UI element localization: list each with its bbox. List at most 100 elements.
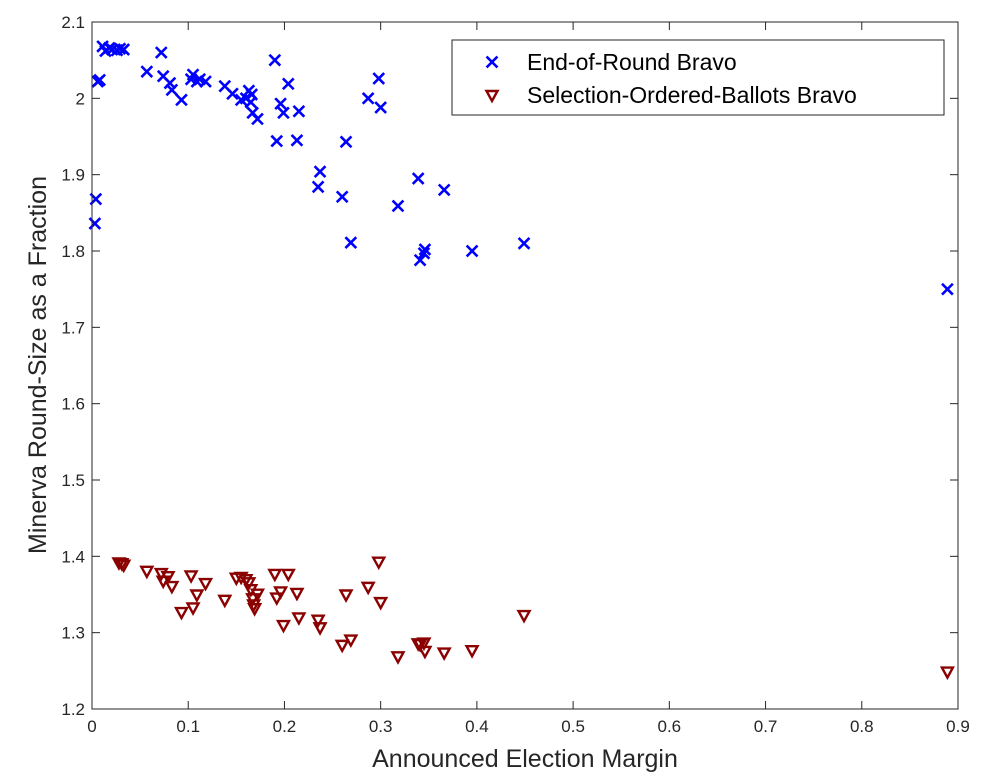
x-marker-point	[268, 53, 282, 67]
x-tick-label: 0.2	[273, 717, 297, 736]
x-marker-point	[290, 133, 304, 147]
y-tick-label: 1.8	[61, 242, 85, 261]
triangle-marker-point	[334, 639, 350, 654]
series-end-of-round-bravo	[88, 40, 954, 296]
x-marker-point	[465, 244, 479, 258]
x-marker-point	[418, 243, 432, 256]
x-marker-point	[411, 172, 425, 185]
triangle-marker-point	[173, 606, 190, 621]
legend: End-of-Round Bravo Selection-Ordered-Bal…	[451, 39, 945, 116]
x-marker-point	[281, 77, 295, 91]
y-axis-ticks: 1.2 1.3 1.4 1.5 1.6 1.7 1.8 1.9 2 2.1	[61, 13, 958, 719]
legend-triangle-marker	[484, 89, 500, 104]
x-tick-label: 0.6	[658, 717, 682, 736]
triangle-marker-point	[198, 577, 214, 592]
x-marker-point	[344, 236, 358, 249]
triangle-marker-point	[464, 645, 480, 659]
x-marker-point	[270, 134, 284, 148]
x-marker-point	[277, 106, 290, 120]
x-marker-point	[413, 253, 427, 267]
y-tick-label: 1.7	[61, 318, 85, 337]
triangle-marker-point	[516, 609, 532, 624]
triangle-marker-point	[416, 637, 432, 652]
triangle-marker-point	[312, 622, 328, 636]
series-selection-ordered-ballots-bravo	[111, 556, 955, 681]
y-tick-label: 1.4	[61, 547, 85, 566]
triangle-marker-point	[269, 592, 285, 607]
x-marker-point	[339, 135, 353, 149]
triangle-marker-point	[371, 556, 387, 571]
x-marker-point	[372, 72, 386, 85]
triangle-marker-point	[241, 577, 257, 591]
x-marker-point	[292, 104, 306, 118]
triangle-marker-point	[249, 588, 266, 603]
triangle-marker-point	[139, 565, 155, 580]
triangle-marker-point	[185, 602, 201, 616]
x-marker-point	[251, 112, 264, 126]
x-tick-label: 0.9	[946, 717, 970, 736]
x-axis-ticks: 0 0.1 0.2 0.3 0.4 0.5 0.6 0.7 0.8 0.9	[87, 22, 970, 736]
x-marker-point	[193, 72, 207, 86]
x-marker-point	[165, 83, 179, 97]
x-tick-label: 0.7	[754, 717, 778, 736]
x-tick-label: 0.3	[369, 717, 393, 736]
x-marker-point	[154, 46, 168, 59]
triangle-marker-point	[343, 634, 359, 649]
triangle-marker-point	[189, 589, 205, 603]
x-marker-point	[361, 91, 375, 105]
triangle-marker-point	[390, 651, 406, 665]
y-tick-label: 2.1	[61, 13, 85, 32]
x-tick-label: 0	[87, 717, 96, 736]
x-marker-point	[437, 183, 451, 197]
x-marker-point	[335, 190, 349, 204]
x-marker-point	[391, 199, 405, 213]
x-marker-point	[175, 93, 188, 107]
triangle-marker-point	[160, 570, 176, 585]
x-axis-label: Announced Election Margin	[372, 745, 678, 773]
triangle-marker-point	[183, 570, 199, 584]
plot-area	[92, 22, 958, 709]
triangle-marker-point	[217, 594, 233, 609]
y-tick-label: 1.3	[61, 624, 85, 643]
triangle-marker-point	[373, 596, 389, 611]
x-marker-point	[313, 165, 327, 178]
data-points	[88, 40, 955, 681]
x-marker-point	[517, 237, 531, 250]
triangle-marker-point	[291, 612, 307, 626]
x-tick-label: 0.8	[850, 717, 874, 736]
triangle-marker-point	[280, 568, 296, 583]
x-tick-label: 0.4	[465, 717, 489, 736]
triangle-marker-point	[275, 619, 292, 634]
legend-x-marker	[485, 55, 499, 69]
triangle-marker-point	[417, 645, 433, 660]
triangle-marker-point	[289, 587, 305, 602]
x-tick-label: 0.1	[176, 717, 200, 736]
legend-label-selection-ordered-ballots-bravo: Selection-Ordered-Ballots Bravo	[527, 82, 857, 108]
triangle-marker-point	[360, 581, 376, 596]
y-axis-label: Minerva Round-Size as a Fraction	[24, 176, 52, 554]
x-marker-point	[89, 192, 103, 206]
triangle-marker-point	[939, 666, 955, 681]
x-marker-point	[311, 180, 325, 194]
triangle-marker-point	[338, 589, 354, 603]
x-marker-point	[140, 65, 154, 78]
x-marker-point	[186, 68, 200, 82]
y-tick-label: 2	[76, 89, 85, 108]
x-marker-point	[117, 43, 131, 56]
triangle-marker-point	[310, 614, 326, 629]
y-tick-label: 1.6	[61, 395, 85, 414]
triangle-marker-point	[164, 580, 180, 595]
x-marker-point	[374, 101, 388, 114]
x-marker-point	[93, 73, 107, 87]
y-tick-label: 1.2	[61, 700, 85, 719]
x-marker-point	[226, 87, 239, 101]
y-tick-label: 1.9	[61, 166, 85, 185]
x-marker-point	[941, 282, 954, 296]
plot-frame	[91, 21, 959, 710]
x-marker-point	[274, 97, 287, 111]
legend-label-end-of-round-bravo: End-of-Round Bravo	[527, 49, 737, 75]
triangle-marker-point	[436, 647, 452, 662]
x-tick-label: 0.5	[561, 717, 585, 736]
x-marker-point	[199, 75, 212, 88]
